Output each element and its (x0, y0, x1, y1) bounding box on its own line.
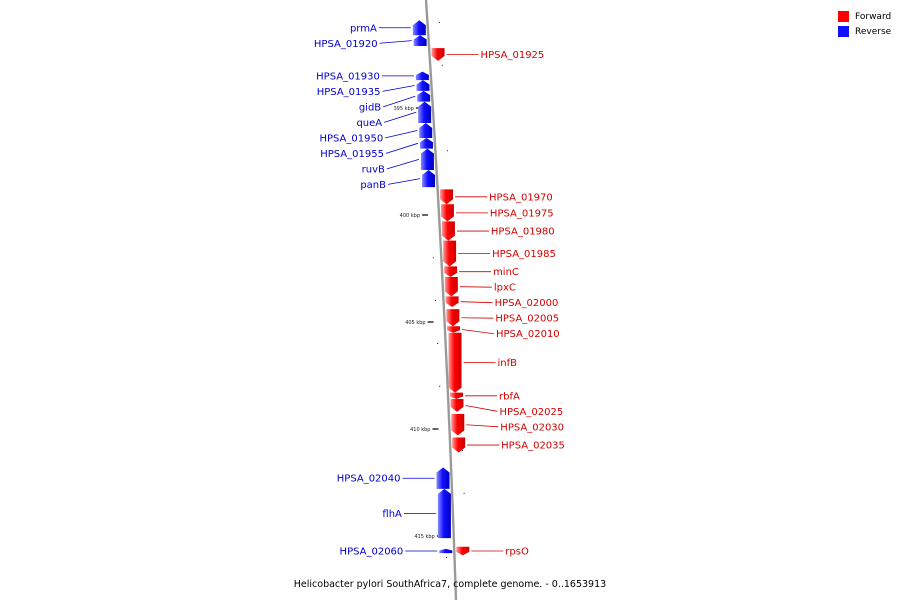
tick-label: 395 kbp (393, 106, 413, 112)
gene-label-connector (460, 301, 493, 304)
gene-label-connector (387, 178, 421, 185)
gene-arrow (456, 546, 470, 556)
gene-arrow (437, 488, 451, 539)
gene-arrow (439, 548, 453, 554)
gene-arrow (448, 332, 462, 393)
legend-forward: Forward (838, 9, 891, 24)
labels-layer: HPSA_01925 HPSA_01970 HPSA_01975 HPSA_01980… (314, 23, 565, 557)
gene-arrow (450, 399, 464, 412)
gene-label: HPSA_02005 (495, 314, 559, 325)
gene-label: ruvB (362, 164, 385, 175)
gene-label-connector (465, 405, 498, 412)
gene-label: HPSA_02035 (501, 441, 565, 452)
gene-label: rpsO (505, 546, 529, 557)
tick-label: 400 kbp (400, 213, 420, 219)
gene-label: infB (498, 358, 518, 369)
gene-label: minC (493, 267, 519, 278)
legend-reverse-label: Reverse (855, 26, 892, 37)
gene-label-connector (466, 424, 499, 428)
gene-label: HPSA_01975 (490, 208, 554, 219)
gene-label: HPSA_02060 (340, 546, 404, 557)
legend-reverse: Reverse (838, 24, 891, 39)
tick-label: 415 kbp (414, 534, 434, 540)
gene-label: HPSA_01980 (491, 227, 555, 238)
gene-label: queA (356, 118, 382, 129)
gene-label: HPSA_01920 (314, 39, 378, 50)
gene-label: rbfA (499, 391, 520, 402)
gene-arrow (444, 277, 458, 297)
gene-label: lpxC (494, 283, 516, 294)
gene-label-connector (385, 130, 418, 139)
gene-label: HPSA_02010 (496, 329, 560, 340)
gene-label-connector (384, 111, 417, 123)
gene-arrow (419, 137, 433, 149)
gene-arrow (415, 71, 429, 81)
gene-label: panB (360, 180, 386, 191)
gene-label-connector (461, 329, 495, 335)
gene-label: HPSA_01930 (316, 71, 380, 82)
tick-label: 405 kbp (405, 320, 425, 326)
gene-arrow (419, 122, 433, 138)
gene-label: HPSA_01970 (489, 192, 553, 203)
gene-label: HPSA_01935 (317, 87, 381, 98)
tick-label: 410 kbp (410, 427, 430, 433)
gene-label: HPSA_02040 (337, 474, 401, 485)
gene-arrow (443, 240, 457, 267)
gene-arrow (440, 204, 454, 222)
gene-label: gidB (359, 102, 381, 113)
gene-arrow (445, 296, 459, 308)
genome-backbone (424, 0, 458, 600)
gene-arrow (444, 266, 458, 278)
reverse-swatch (838, 26, 849, 37)
legend: Forward Reverse (838, 9, 891, 39)
gene-arrow (412, 20, 426, 36)
gene-arrow (446, 326, 460, 333)
gene-arrow (417, 90, 431, 102)
gene-label: HPSA_02000 (495, 298, 559, 309)
gene-label: HPSA_02030 (500, 422, 564, 433)
genome-caption: Helicobacter pylori SouthAfrica7, comple… (294, 579, 606, 590)
gene-arrow (441, 221, 455, 241)
gene-arrow (413, 35, 427, 46)
gene-arrow (420, 148, 434, 171)
gene-label: HPSA_01955 (320, 149, 384, 160)
gene-label-connector (382, 85, 415, 92)
gene-arrow (436, 467, 450, 489)
gene-label: HPSA_01985 (492, 249, 556, 260)
gene-label-connector (385, 142, 419, 154)
gene-arrow (422, 170, 436, 188)
gene-label-connector (383, 95, 416, 108)
gene-label: HPSA_01925 (481, 50, 545, 61)
legend-forward-label: Forward (855, 11, 892, 22)
gene-arrow (450, 392, 464, 400)
gene-arrow (431, 48, 445, 61)
gene-arrow (416, 80, 430, 91)
gene-arrow (418, 101, 432, 123)
gene-arrow (452, 437, 466, 453)
gene-label-connector (386, 158, 420, 170)
gene-label-connector (459, 286, 492, 288)
gene-arrow (446, 309, 460, 327)
gene-label: prmA (350, 23, 377, 34)
gene-arrow (451, 414, 465, 436)
forward-swatch (838, 11, 849, 22)
gene-label-connector (379, 40, 412, 44)
genes-layer (412, 20, 470, 556)
gene-label: HPSA_01950 (319, 133, 383, 144)
gene-label: flhA (382, 509, 402, 520)
gene-label: HPSA_02025 (499, 407, 563, 418)
gene-arrow (440, 189, 454, 205)
